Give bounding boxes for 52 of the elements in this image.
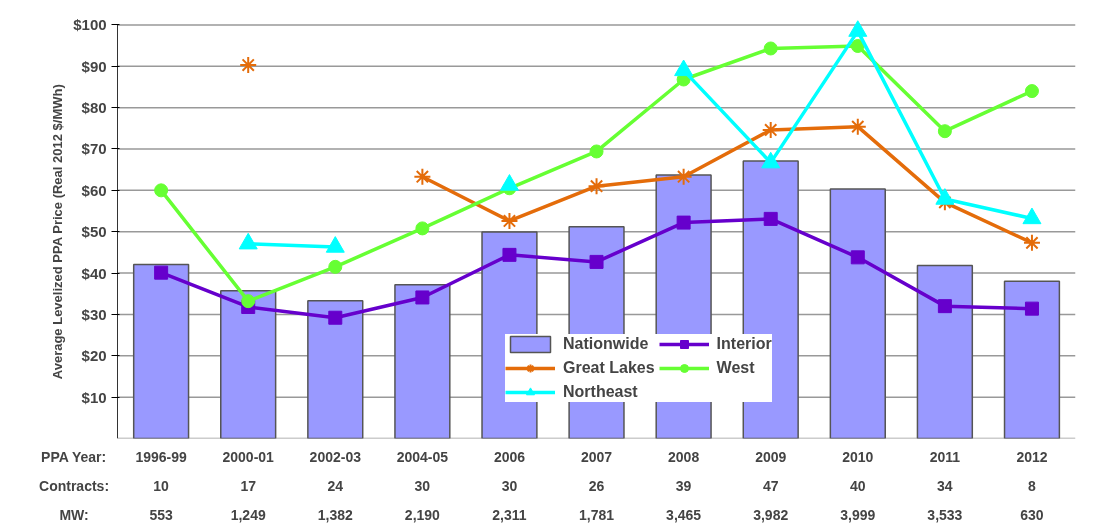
text: 553	[149, 506, 174, 523]
text: 2,311	[492, 506, 527, 523]
y-tick-label: $90	[81, 57, 107, 75]
y-tick-label: $50	[81, 223, 107, 241]
text: 17	[240, 477, 257, 494]
text: 8	[1028, 477, 1037, 494]
text: 34	[937, 477, 953, 494]
x-tick-label: 2010	[842, 448, 874, 465]
x-tick-label: 2007	[580, 448, 613, 465]
y-tick-label: $100	[73, 16, 107, 34]
text: 24	[327, 477, 344, 494]
x-tick-label: 2012	[1016, 448, 1048, 465]
y-tick-label: $10	[81, 388, 107, 406]
x-tick-label: 2008	[668, 448, 700, 465]
x-tick-label: 2006	[493, 448, 526, 465]
text: 630	[1020, 506, 1044, 523]
text: 3,982	[753, 506, 789, 523]
y-tick-label: $40	[81, 264, 107, 282]
text: Contracts:	[39, 477, 110, 494]
x-tick-label: 2009	[755, 448, 787, 465]
text: 47	[762, 477, 779, 494]
text: 3,465	[666, 506, 702, 523]
y-tick-label: $80	[81, 99, 107, 117]
text: MW:	[59, 506, 89, 523]
text: 1,249	[230, 506, 266, 523]
y-tick-label: $60	[81, 181, 107, 199]
text: 3,999	[840, 506, 876, 523]
text: 40	[850, 477, 866, 494]
text: 3,533	[927, 506, 963, 523]
legend-label: Nationwide	[563, 335, 649, 353]
x-tick-label: 1996-99	[135, 448, 188, 465]
y-tick-label: $30	[81, 305, 107, 323]
x-tick-label: 2002-03	[309, 448, 362, 465]
y-axis-title: Average Levelized PPA Price (Real 2012 $/MWh)	[50, 84, 66, 380]
text: 26	[588, 477, 605, 494]
text: 39	[675, 477, 692, 494]
text: 1,382	[317, 506, 354, 523]
y-tick-label: $70	[81, 140, 107, 158]
legend-label: Great Lakes	[563, 359, 655, 377]
text: 2,190	[404, 506, 441, 523]
legend-label: Northeast	[563, 383, 638, 401]
legend-label: West	[716, 359, 755, 377]
text: 10	[153, 477, 170, 494]
y-tick-label: $20	[81, 347, 107, 365]
x-tick-label: 2011	[929, 448, 961, 465]
x-tick-label: 2004-05	[396, 448, 449, 465]
text: 30	[414, 477, 431, 494]
x-axis-title: PPA Year:	[41, 448, 107, 465]
text: 30	[501, 477, 518, 494]
x-tick-label: 2000-01	[222, 448, 275, 465]
text: 1,781	[579, 506, 615, 523]
legend-label: Interior	[716, 335, 772, 353]
